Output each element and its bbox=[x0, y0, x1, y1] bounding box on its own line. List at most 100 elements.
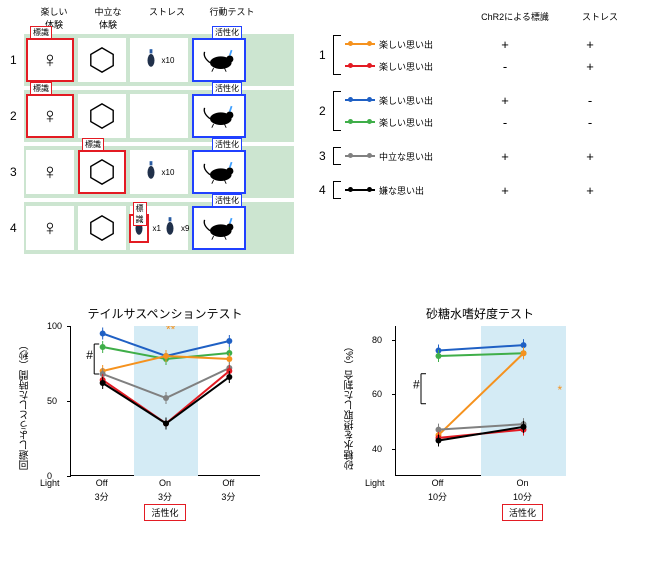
hexagon-icon bbox=[78, 38, 126, 82]
tag-label: 標識 bbox=[30, 82, 52, 95]
legend-row: 楽しい思い出+- bbox=[345, 89, 640, 111]
chart2-ylabel: 砂糖水を摂取した割合（%） bbox=[343, 330, 358, 470]
activation-cell: 活性化 bbox=[192, 38, 246, 82]
activation-box: 活性化 bbox=[502, 504, 543, 521]
plot-svg: # ** bbox=[71, 326, 261, 476]
legend-stress: - bbox=[555, 115, 625, 130]
legend-table: ChR2による標識 ストレス 1楽しい思い出++楽しい思い出-+ 2楽しい思い出+… bbox=[325, 10, 640, 213]
female-icon: 標識 bbox=[26, 38, 74, 82]
svg-text:#: # bbox=[86, 348, 93, 362]
x-category: Off bbox=[70, 478, 133, 488]
chart-area: 050100#** bbox=[70, 326, 260, 476]
legend-row: 嫌な思い出++ bbox=[345, 179, 640, 201]
protocol-header: ストレス bbox=[138, 5, 196, 31]
legend-group: 1楽しい思い出++楽しい思い出-+ bbox=[325, 33, 640, 77]
stress-cell: x10 bbox=[130, 150, 188, 194]
x-sublabel: 10分 bbox=[395, 490, 480, 503]
protocol-row-number: 1 bbox=[10, 53, 24, 67]
activation-cell: 活性化 bbox=[192, 94, 246, 138]
legend-chr2: + bbox=[455, 93, 555, 108]
svg-text:**: ** bbox=[166, 326, 176, 337]
x-category: Off bbox=[395, 478, 480, 488]
legend-row: 楽しい思い出-- bbox=[345, 111, 640, 133]
protocol-row: 3 標識x10活性化 bbox=[10, 145, 294, 199]
chart-tst: テイルサスペンションテスト 回避しようとした時間（秒） 050100#**Lig… bbox=[40, 305, 290, 521]
legend-label: 楽しい思い出 bbox=[375, 94, 455, 107]
activation-label: 活性化 bbox=[212, 194, 242, 207]
legend-h1: ChR2による標識 bbox=[465, 10, 565, 23]
svg-text:*: * bbox=[558, 383, 563, 397]
legend-label: 楽しい思い出 bbox=[375, 60, 455, 73]
legend-stress: + bbox=[555, 149, 625, 164]
legend-group: 2楽しい思い出+-楽しい思い出-- bbox=[325, 89, 640, 133]
legend-label: 中立な思い出 bbox=[375, 150, 455, 163]
chart-area: 406080#* bbox=[395, 326, 565, 476]
legend-line-icon bbox=[345, 155, 375, 157]
hexagon-icon: 標識 bbox=[78, 150, 126, 194]
legend-row: 楽しい思い出-+ bbox=[345, 55, 640, 77]
protocol-header: 中立な 体験 bbox=[84, 5, 132, 31]
activation-cell: 活性化 bbox=[192, 150, 246, 194]
activation-box: 活性化 bbox=[144, 504, 185, 521]
x-sublabel: 3分 bbox=[133, 490, 196, 503]
bracket-icon bbox=[333, 91, 341, 131]
protocol-row: 1標識 x10活性化 bbox=[10, 33, 294, 87]
legend-label: 楽しい思い出 bbox=[375, 38, 455, 51]
protocol-row-number: 4 bbox=[10, 221, 24, 235]
activation-label: 活性化 bbox=[212, 138, 242, 151]
legend-h2: ストレス bbox=[565, 10, 635, 23]
stress-cell: x10 bbox=[130, 38, 188, 82]
legend-line-icon bbox=[345, 189, 375, 191]
chart1-title: テイルサスペンションテスト bbox=[40, 305, 290, 322]
tag-label: 標識 bbox=[82, 138, 104, 151]
x-sublabel: 3分 bbox=[197, 490, 260, 503]
female-icon bbox=[26, 206, 74, 250]
legend-chr2: - bbox=[455, 59, 555, 74]
chart1-ylabel: 回避しようとした時間（秒） bbox=[18, 330, 33, 470]
activation-label: 活性化 bbox=[212, 26, 242, 39]
legend-stress: - bbox=[555, 93, 625, 108]
legend-label: 楽しい思い出 bbox=[375, 116, 455, 129]
activation-cell: 活性化 bbox=[192, 206, 246, 250]
protocol-row: 2標識 活性化 bbox=[10, 89, 294, 143]
y-tick: 40 bbox=[372, 444, 382, 454]
legend-line-icon bbox=[345, 99, 375, 101]
x-sublabel: 3分 bbox=[70, 490, 133, 503]
protocol-row: 4 標識x1x9活性化 bbox=[10, 201, 294, 255]
protocol-row-number: 3 bbox=[10, 165, 24, 179]
legend-stress: + bbox=[555, 37, 625, 52]
legend-chr2: + bbox=[455, 37, 555, 52]
bracket-icon bbox=[333, 35, 341, 75]
legend-group: 3中立な思い出++ bbox=[325, 145, 640, 167]
tag-label: 標識 bbox=[30, 26, 52, 39]
legend-row: 楽しい思い出++ bbox=[345, 33, 640, 55]
chart-spt: 砂糖水嗜好度テスト 砂糖水を摂取した割合（%） 406080#*LightOff… bbox=[365, 305, 595, 521]
bracket-icon bbox=[333, 181, 341, 199]
legend-group-number: 2 bbox=[319, 104, 333, 118]
stress-cell bbox=[130, 94, 188, 138]
legend-chr2: + bbox=[455, 183, 555, 198]
legend-stress: + bbox=[555, 59, 625, 74]
protocol-row-number: 2 bbox=[10, 109, 24, 123]
x-category: On bbox=[480, 478, 565, 488]
legend-line-icon bbox=[345, 43, 375, 45]
y-tick: 50 bbox=[47, 396, 57, 406]
legend-group: 4嫌な思い出++ bbox=[325, 179, 640, 201]
legend-line-icon bbox=[345, 65, 375, 67]
legend-row: 中立な思い出++ bbox=[345, 145, 640, 167]
stress-cell: 標識x1x9 bbox=[130, 206, 188, 250]
x-sublabel: 10分 bbox=[480, 490, 565, 503]
activation-label: 活性化 bbox=[212, 82, 242, 95]
bracket-icon bbox=[333, 147, 341, 165]
light-label: Light bbox=[365, 478, 385, 488]
legend-line-icon bbox=[345, 121, 375, 123]
legend-group-number: 3 bbox=[319, 149, 333, 163]
y-tick: 60 bbox=[372, 389, 382, 399]
female-icon: 標識 bbox=[26, 94, 74, 138]
hexagon-icon bbox=[78, 206, 126, 250]
x-category: Off bbox=[197, 478, 260, 488]
legend-chr2: - bbox=[455, 115, 555, 130]
legend-group-number: 4 bbox=[319, 183, 333, 197]
legend-label: 嫌な思い出 bbox=[375, 184, 455, 197]
legend-group-number: 1 bbox=[319, 48, 333, 62]
